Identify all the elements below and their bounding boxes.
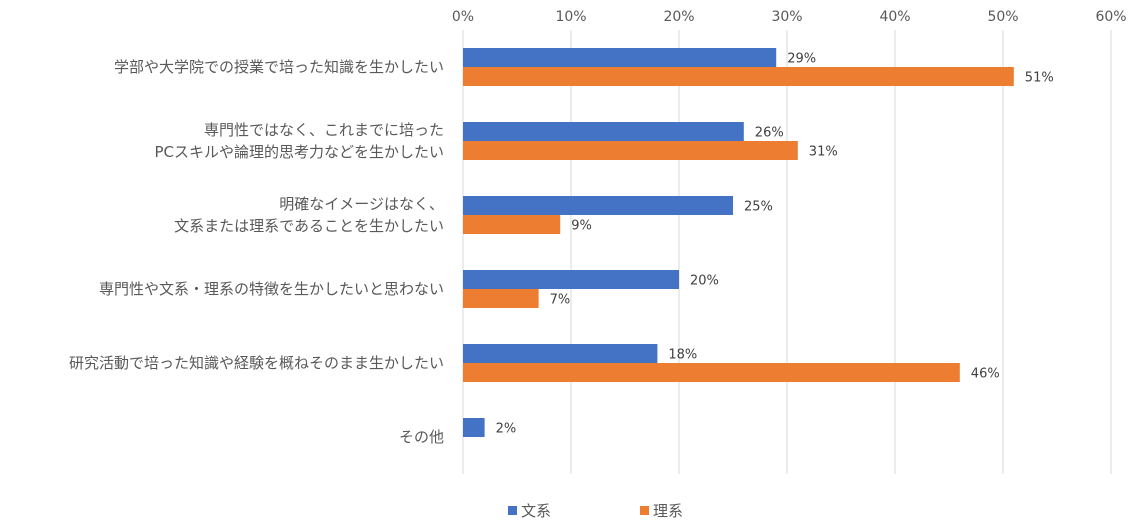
bar-bunkei	[463, 122, 744, 141]
bar-bunkei	[463, 270, 679, 289]
bar-bunkei	[463, 196, 733, 215]
category-label: 文系または理系であることを生かしたい	[174, 217, 444, 235]
data-label: 2%	[496, 422, 517, 437]
data-label: 9%	[571, 219, 592, 234]
category-label: 明確なイメージはなく、	[279, 195, 444, 213]
x-axis-ticks: 0% 10% 20% 30% 40% 50% 60%	[452, 9, 1127, 25]
bars	[463, 48, 1014, 437]
bar-bunkei	[463, 48, 777, 67]
data-label: 25%	[744, 200, 773, 215]
legend-swatch	[508, 506, 517, 515]
category-label: 研究活動で培った知識や経験を概ねそのまま生かしたい	[69, 354, 444, 372]
x-tick-label: 60%	[1095, 9, 1126, 25]
legend: 文系 理系	[508, 502, 683, 520]
data-label: 20%	[690, 274, 719, 289]
data-label: 51%	[1025, 71, 1054, 86]
x-tick-label: 0%	[452, 9, 474, 25]
x-tick-label: 50%	[987, 9, 1018, 25]
bar-rikei	[463, 289, 539, 308]
bar-rikei	[463, 67, 1014, 86]
category-label: その他	[399, 428, 444, 446]
x-tick-label: 20%	[663, 9, 694, 25]
data-label: 31%	[809, 145, 838, 160]
legend-swatch	[640, 506, 649, 515]
category-label: 専門性ではなく、これまでに培った	[204, 121, 444, 139]
x-tick-label: 10%	[555, 9, 586, 25]
bar-rikei	[463, 215, 561, 234]
legend-label: 文系	[521, 502, 551, 520]
data-labels: 29% 51% 26% 31% 25% 9% 20% 7% 18% 46% 2%	[496, 52, 1054, 437]
data-label: 29%	[787, 52, 816, 67]
x-tick-label: 30%	[771, 9, 802, 25]
category-label: 専門性や文系・理系の特徴を生かしたいと思わない	[99, 280, 444, 298]
bar-bunkei	[463, 418, 485, 437]
x-tick-label: 40%	[879, 9, 910, 25]
bar-rikei	[463, 141, 798, 160]
legend-label: 理系	[653, 502, 683, 520]
data-label: 18%	[668, 348, 697, 363]
data-label: 46%	[971, 367, 1000, 382]
data-label: 7%	[550, 293, 571, 308]
bar-bunkei	[463, 344, 658, 363]
data-label: 26%	[755, 126, 784, 141]
category-label: 学部や大学院での授業で培った知識を生かしたい	[114, 58, 444, 76]
category-label: PCスキルや論理的思考力などを生かしたい	[154, 143, 444, 161]
gridlines	[462, 30, 1112, 474]
bar-rikei	[463, 363, 960, 382]
